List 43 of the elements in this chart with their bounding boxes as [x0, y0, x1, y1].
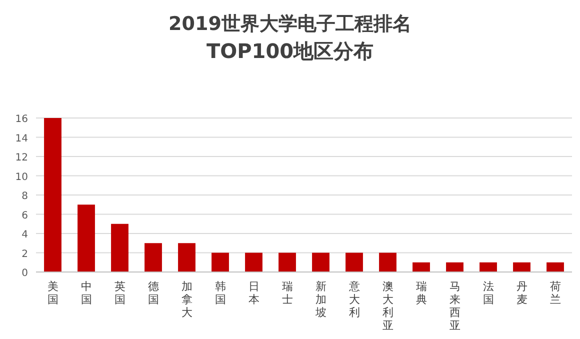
- bar: [546, 262, 564, 272]
- x-tick-label: 丹麦: [516, 280, 528, 306]
- y-tick-label: 16: [15, 114, 28, 125]
- x-tick-label: 美国: [47, 280, 58, 306]
- x-tick-label: 英国: [114, 280, 126, 306]
- bar: [111, 224, 128, 272]
- x-tick-label: 意大利: [348, 280, 360, 319]
- x-tick-label: 加拿大: [181, 280, 192, 319]
- bar: [278, 252, 296, 272]
- bar: [480, 262, 497, 272]
- x-tick-label: 马来西亚: [449, 280, 460, 332]
- bar: [78, 204, 95, 272]
- y-tick-label: 2: [22, 248, 28, 260]
- x-tick-label: 澳大利亚: [382, 280, 394, 332]
- chart-title: 2019世界大学电子工程排名: [168, 13, 412, 35]
- x-tick-label: 中国: [80, 280, 92, 306]
- y-tick-label: 14: [15, 133, 28, 144]
- y-tick-label: 8: [22, 191, 28, 202]
- bar: [178, 243, 196, 272]
- x-tick-label: 荷兰: [550, 280, 561, 306]
- bar: [212, 252, 229, 272]
- bar: [44, 118, 62, 272]
- y-tick-label: 6: [22, 210, 28, 222]
- bar: [312, 252, 330, 272]
- x-tick-label: 新加坡: [314, 280, 326, 319]
- y-tick-label: 4: [22, 230, 28, 240]
- x-tick-label: 瑞士: [282, 280, 293, 306]
- x-tick-label: 德国: [148, 280, 159, 306]
- x-tick-label: 日本: [248, 280, 260, 306]
- bar: [446, 262, 464, 272]
- bar: [245, 252, 262, 272]
- bar: [144, 243, 162, 272]
- x-tick-label: 瑞典: [416, 280, 427, 306]
- x-tick-label: 法国: [482, 280, 494, 306]
- y-tick-label: 0: [22, 268, 28, 279]
- y-tick-label: 10: [15, 172, 28, 183]
- bar: [346, 252, 363, 272]
- x-tick-label: 韩国: [214, 280, 226, 306]
- bar: [412, 262, 430, 272]
- chart-subtitle: TOP100地区分布: [206, 39, 374, 63]
- bar: [379, 252, 396, 272]
- y-tick-label: 12: [15, 152, 28, 164]
- bar: [513, 262, 530, 272]
